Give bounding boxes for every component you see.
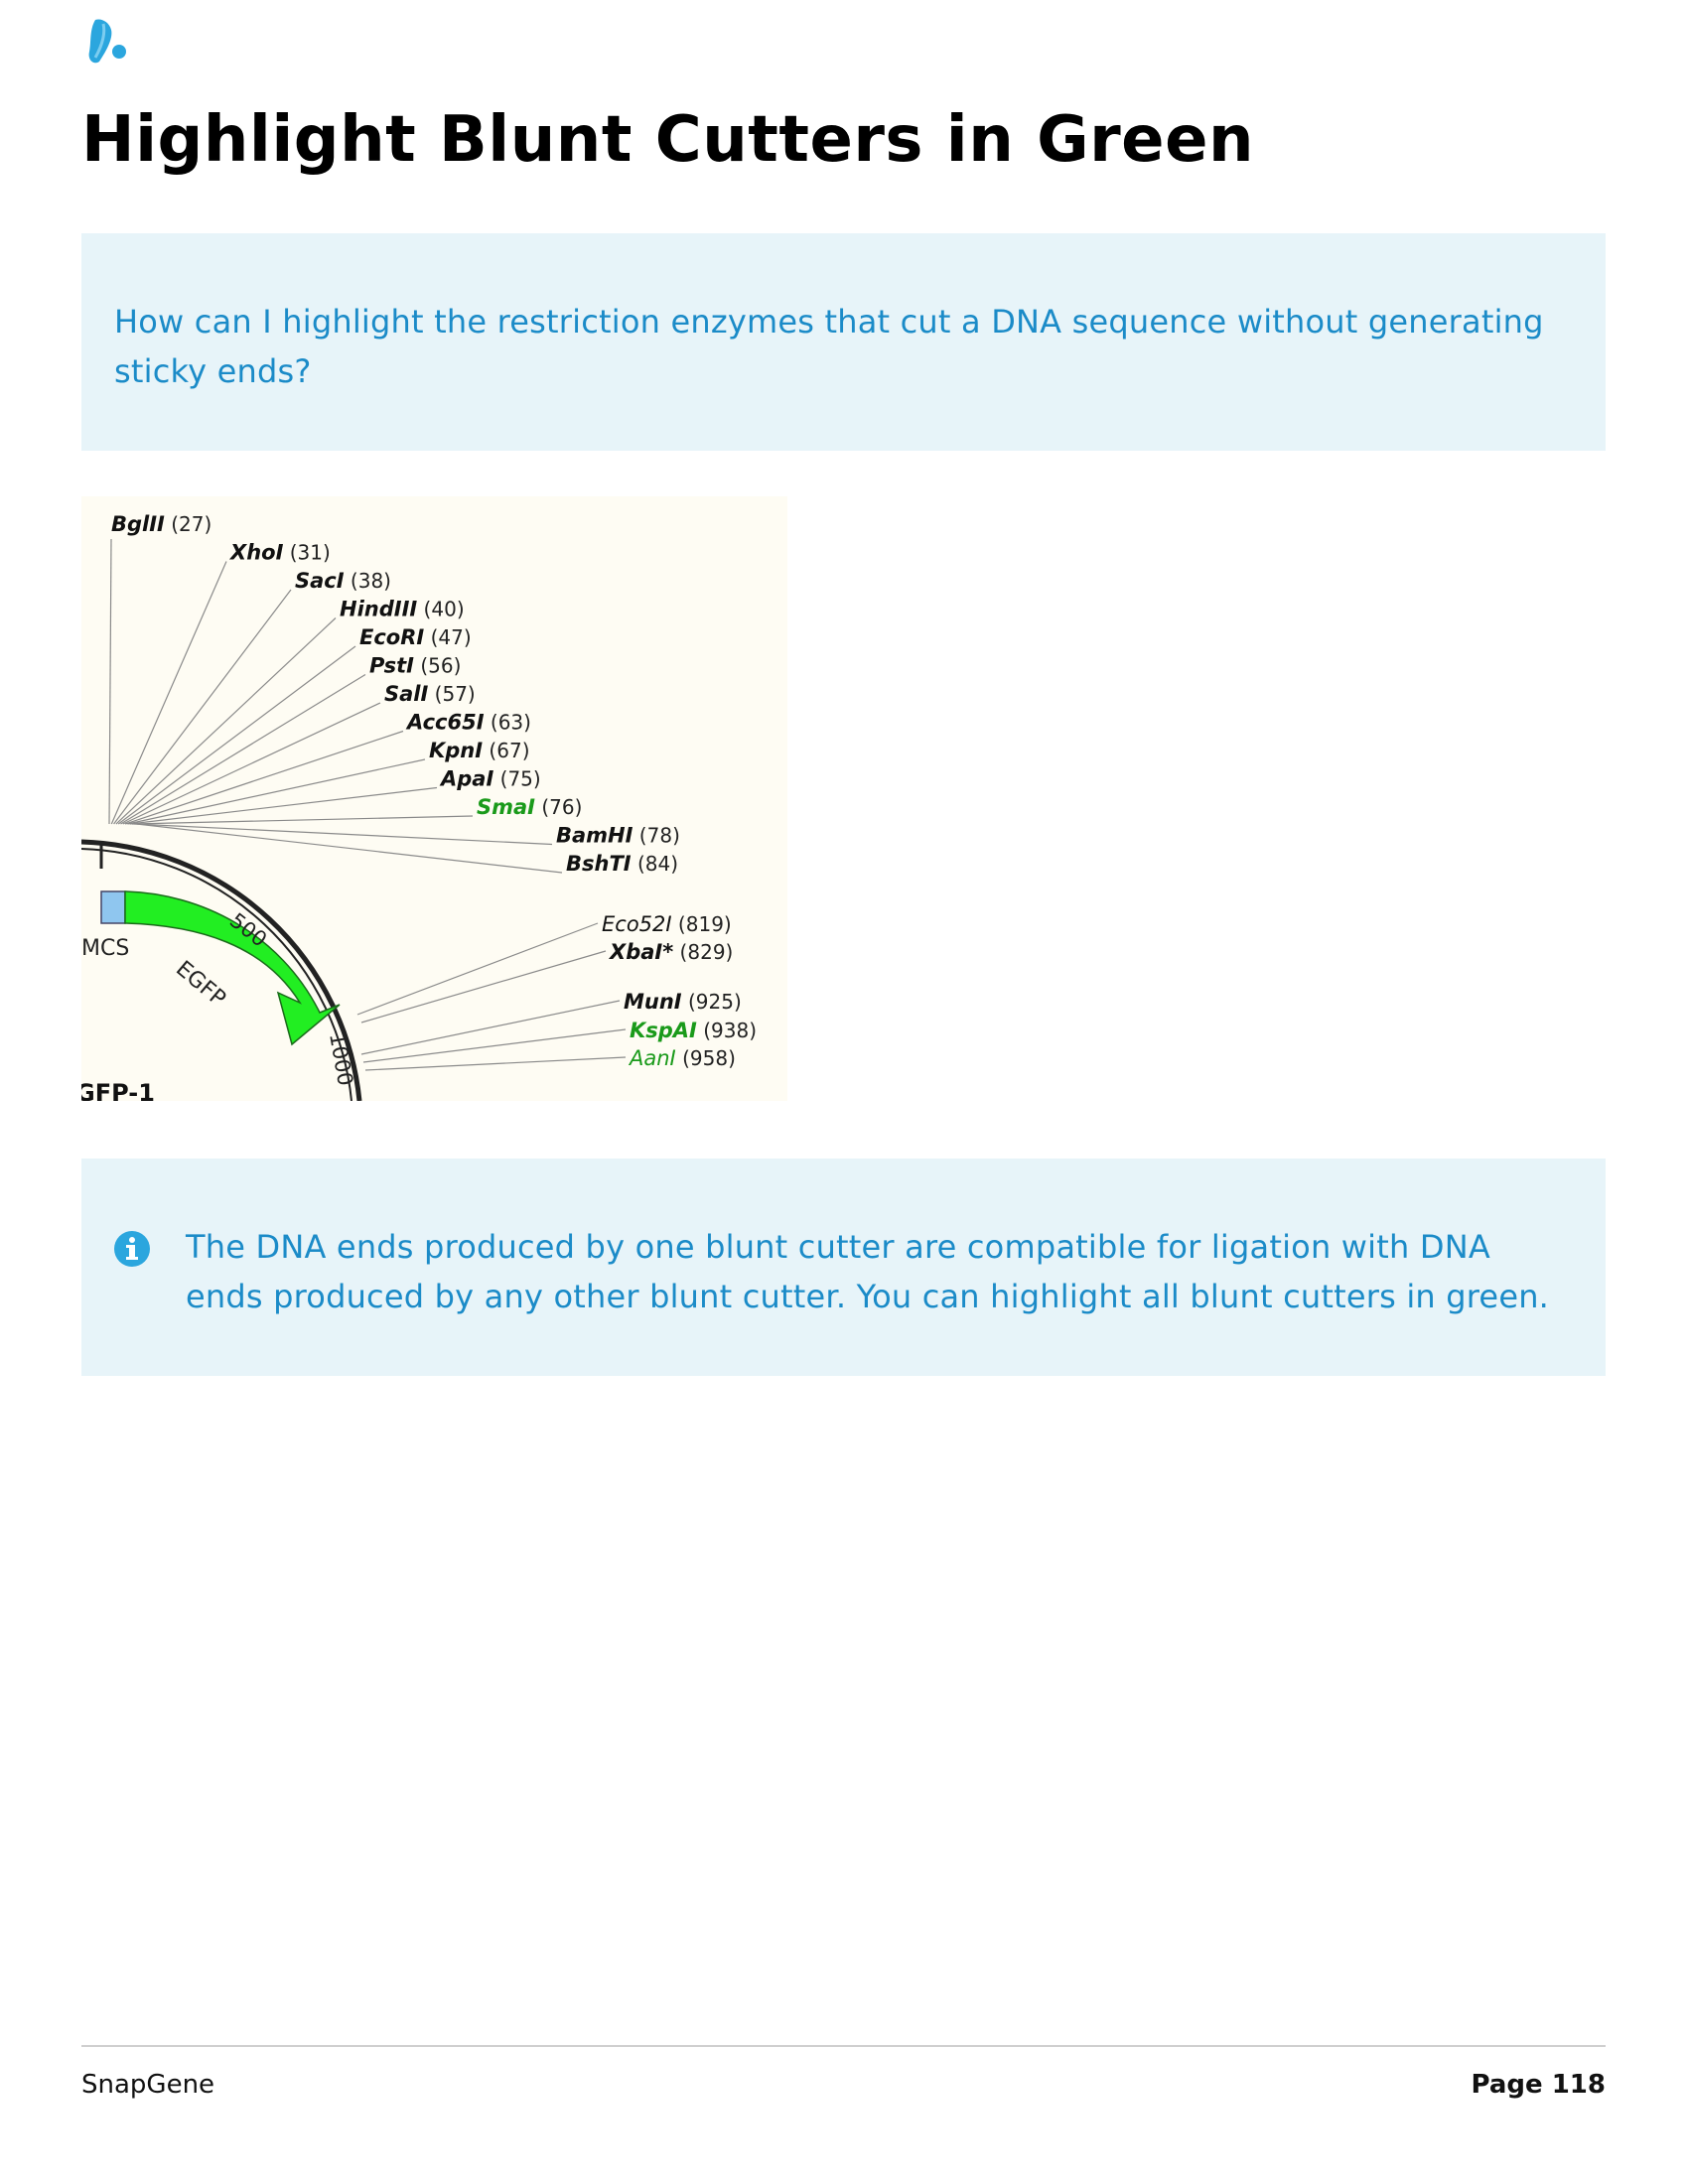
enzyme-label[interactable]: XbaI* (829)	[608, 940, 733, 964]
enzyme-label[interactable]: SmaI (76)	[477, 795, 582, 819]
egfp-label: EGFP	[171, 956, 230, 1012]
plasmid-map: 500 1000 MCS EGFP GFP-1 BglII (27)XhoI (…	[81, 512, 757, 1101]
enzyme-connector-line	[122, 702, 381, 825]
enzyme-label[interactable]: EcoRI (47)	[359, 625, 472, 649]
enzyme-connector-line	[134, 823, 553, 846]
mcs-label: MCS	[81, 936, 129, 961]
enzyme-connector-line	[129, 786, 438, 825]
enzyme-label[interactable]: PstI (56)	[369, 654, 461, 678]
page-number: Page 118	[1471, 2070, 1606, 2100]
enzyme-label[interactable]: ApaI (75)	[439, 767, 541, 791]
enzyme-connector-line	[127, 758, 426, 825]
page-title: Highlight Blunt Cutters in Green	[81, 103, 1255, 177]
enzyme-label[interactable]: BamHI (78)	[556, 824, 680, 848]
plasmid-map-image: 500 1000 MCS EGFP GFP-1 BglII (27) XhoI (…	[81, 496, 787, 1101]
footer-brand: SnapGene	[81, 2070, 215, 2100]
enzyme-connector-line	[108, 538, 112, 825]
enzyme-connector-line	[136, 823, 563, 874]
enzyme-connector-line	[362, 1028, 627, 1063]
info-callout: The DNA ends produced by one blunt cutte…	[81, 1159, 1606, 1376]
enzyme-connector-line	[131, 815, 474, 825]
enzyme-connector-line	[120, 673, 366, 825]
enzyme-label[interactable]: BglII (27)	[111, 512, 211, 536]
enzyme-connector-line	[117, 645, 356, 825]
enzyme-label[interactable]: HindIII (40)	[340, 598, 465, 621]
enzyme-connector-line	[115, 617, 337, 825]
mcs-feature	[100, 890, 126, 924]
egfp-feature	[124, 890, 341, 1046]
question-callout: How can I highlight the restriction enzy…	[81, 233, 1606, 451]
enzyme-label[interactable]: KpnI (67)	[429, 739, 530, 762]
plasmid-backbone-inner	[81, 848, 352, 1101]
enzyme-label[interactable]: AanI (958)	[628, 1046, 736, 1070]
enzyme-connector-line	[360, 950, 607, 1024]
enzyme-label[interactable]: Acc65I (63)	[405, 711, 531, 735]
snapgene-logo-icon	[88, 19, 126, 64]
enzyme-label[interactable]: Eco52I (819)	[602, 912, 732, 936]
enzyme-connector-line	[356, 922, 599, 1016]
footer-divider	[81, 2045, 1606, 2047]
enzyme-connector-line	[113, 589, 292, 825]
enzyme-connector-line	[360, 1000, 621, 1055]
info-text: The DNA ends produced by one blunt cutte…	[186, 1228, 1550, 1315]
info-icon	[114, 1231, 150, 1267]
plasmid-backbone	[81, 839, 362, 1101]
enzyme-label[interactable]: SalI (57)	[384, 682, 476, 706]
enzyme-label[interactable]: XhoI (31)	[228, 541, 331, 565]
enzyme-connector-line	[124, 730, 404, 825]
enzyme-connector-line	[364, 1056, 627, 1071]
plasmid-name-label: GFP-1	[81, 1079, 155, 1101]
enzyme-label[interactable]: MunI (925)	[624, 990, 742, 1014]
enzyme-connector-line	[110, 561, 227, 825]
enzyme-label[interactable]: BshTI (84)	[566, 852, 678, 876]
enzyme-label[interactable]: KspAI (938)	[630, 1019, 757, 1042]
enzyme-label[interactable]: SacI (38)	[295, 569, 391, 593]
question-text: How can I highlight the restriction enzy…	[114, 303, 1544, 390]
tick-1000-label: 1000	[325, 1031, 357, 1088]
